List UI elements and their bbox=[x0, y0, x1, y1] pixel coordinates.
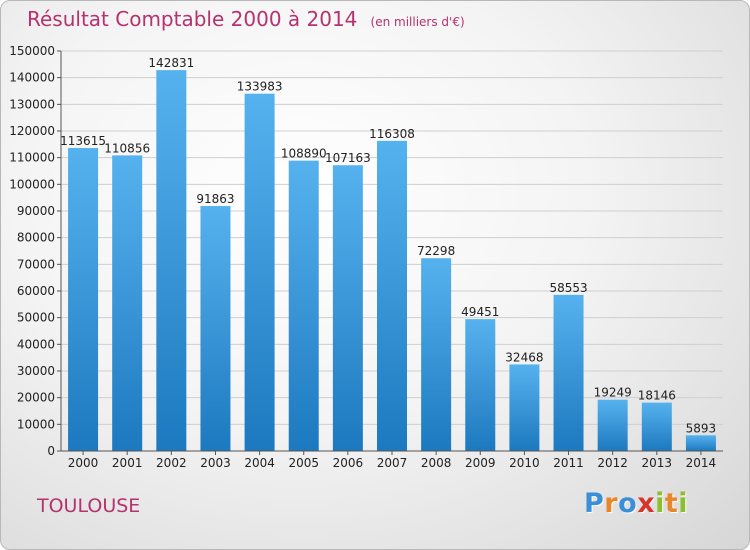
brand-letter: t bbox=[664, 488, 679, 519]
y-axis-ticks: 0 10000 20000 30000 40000 50000 60000 70000 8000… bbox=[9, 44, 61, 458]
bar-2008 bbox=[421, 258, 452, 451]
y-tick-label: 30000 bbox=[17, 364, 55, 378]
chart-header: Résultat Comptable 2000 à 2014 (en milli… bbox=[27, 7, 465, 31]
brand-letter: i bbox=[678, 488, 689, 519]
proxiti-logo[interactable]: Proxiti bbox=[584, 488, 688, 519]
bar-2001 bbox=[112, 155, 143, 451]
y-tick-label: 10000 bbox=[17, 417, 55, 431]
x-tick-label: 2010 bbox=[509, 456, 540, 470]
city-label: TOULOUSE bbox=[37, 495, 141, 517]
x-tick-label: 2012 bbox=[597, 456, 628, 470]
x-tick-label: 2004 bbox=[244, 456, 275, 470]
y-tick-label: 50000 bbox=[17, 311, 55, 325]
x-tick-label: 2013 bbox=[642, 456, 673, 470]
y-tick-label: 80000 bbox=[17, 231, 55, 245]
y-tick-label: 90000 bbox=[17, 204, 55, 218]
x-tick-label: 2008 bbox=[421, 456, 452, 470]
bar-2003 bbox=[200, 206, 231, 451]
y-tick-label: 150000 bbox=[9, 44, 55, 58]
axes bbox=[60, 51, 723, 452]
x-tick-label: 2003 bbox=[200, 456, 231, 470]
bar-2013 bbox=[641, 402, 672, 451]
brand-letter: r bbox=[604, 488, 619, 519]
y-tick-label: 140000 bbox=[9, 71, 55, 85]
x-tick-label: 2001 bbox=[112, 456, 143, 470]
x-tick-label: 2014 bbox=[686, 456, 717, 470]
bar-2007 bbox=[377, 140, 407, 451]
data-label-2002: 142831 bbox=[148, 56, 194, 70]
y-tick-label: 130000 bbox=[9, 97, 55, 111]
data-label-2005: 108890 bbox=[281, 147, 327, 161]
x-tick-label: 2006 bbox=[333, 456, 364, 470]
bar-2006 bbox=[332, 165, 363, 451]
brand-letter: i bbox=[655, 488, 665, 519]
y-tick-label: 120000 bbox=[9, 124, 55, 138]
data-label-2011: 58553 bbox=[549, 281, 587, 295]
y-tick-label: 70000 bbox=[17, 257, 55, 271]
bar-2005 bbox=[288, 160, 319, 452]
x-tick-label: 2011 bbox=[553, 456, 584, 470]
bar-2002 bbox=[156, 70, 187, 451]
data-label-2006: 107163 bbox=[325, 151, 371, 165]
bar-2010 bbox=[509, 364, 540, 451]
y-tick-label: 100000 bbox=[9, 177, 55, 191]
y-tick-label: 20000 bbox=[17, 391, 55, 405]
bar-2011 bbox=[553, 294, 584, 451]
y-tick-label: 40000 bbox=[17, 337, 55, 351]
data-label-2003: 91863 bbox=[196, 192, 234, 206]
data-label-2012: 19249 bbox=[594, 386, 632, 400]
y-tick-label: 0 bbox=[47, 444, 55, 458]
bar-2012 bbox=[597, 399, 628, 451]
data-label-2014: 5893 bbox=[686, 421, 717, 435]
data-label-2013: 18146 bbox=[638, 389, 676, 403]
data-label-2010: 32468 bbox=[505, 350, 543, 364]
data-label-2004: 133983 bbox=[237, 80, 283, 94]
bars bbox=[68, 70, 716, 452]
data-label-2000: 113615 bbox=[60, 134, 106, 148]
x-tick-label: 2000 bbox=[68, 456, 99, 470]
bar-2000 bbox=[68, 148, 99, 451]
x-tick-label: 2007 bbox=[377, 456, 408, 470]
x-tick-label: 2005 bbox=[288, 456, 319, 470]
bar-2009 bbox=[465, 319, 496, 451]
brand-letter: o bbox=[618, 488, 638, 519]
bar-2014 bbox=[685, 435, 716, 451]
x-axis-ticks: 2000 2001 2002 2003 2004 2005 2006 2007 2008 2009… bbox=[68, 451, 716, 470]
x-tick-label: 2002 bbox=[156, 456, 187, 470]
bar-2004 bbox=[244, 93, 275, 451]
data-label-2009: 49451 bbox=[461, 305, 499, 319]
y-tick-label: 60000 bbox=[17, 284, 55, 298]
data-label-2007: 116308 bbox=[369, 127, 415, 141]
y-tick-label: 110000 bbox=[9, 151, 55, 165]
brand-letter: P bbox=[584, 488, 605, 519]
data-label-2001: 110856 bbox=[104, 141, 150, 155]
x-tick-label: 2009 bbox=[465, 456, 496, 470]
chart-subtitle: (en milliers d'€) bbox=[370, 15, 465, 29]
data-label-2008: 72298 bbox=[417, 244, 455, 258]
brand-letter: x bbox=[637, 488, 656, 519]
chart-title: Résultat Comptable 2000 à 2014 bbox=[27, 7, 358, 31]
